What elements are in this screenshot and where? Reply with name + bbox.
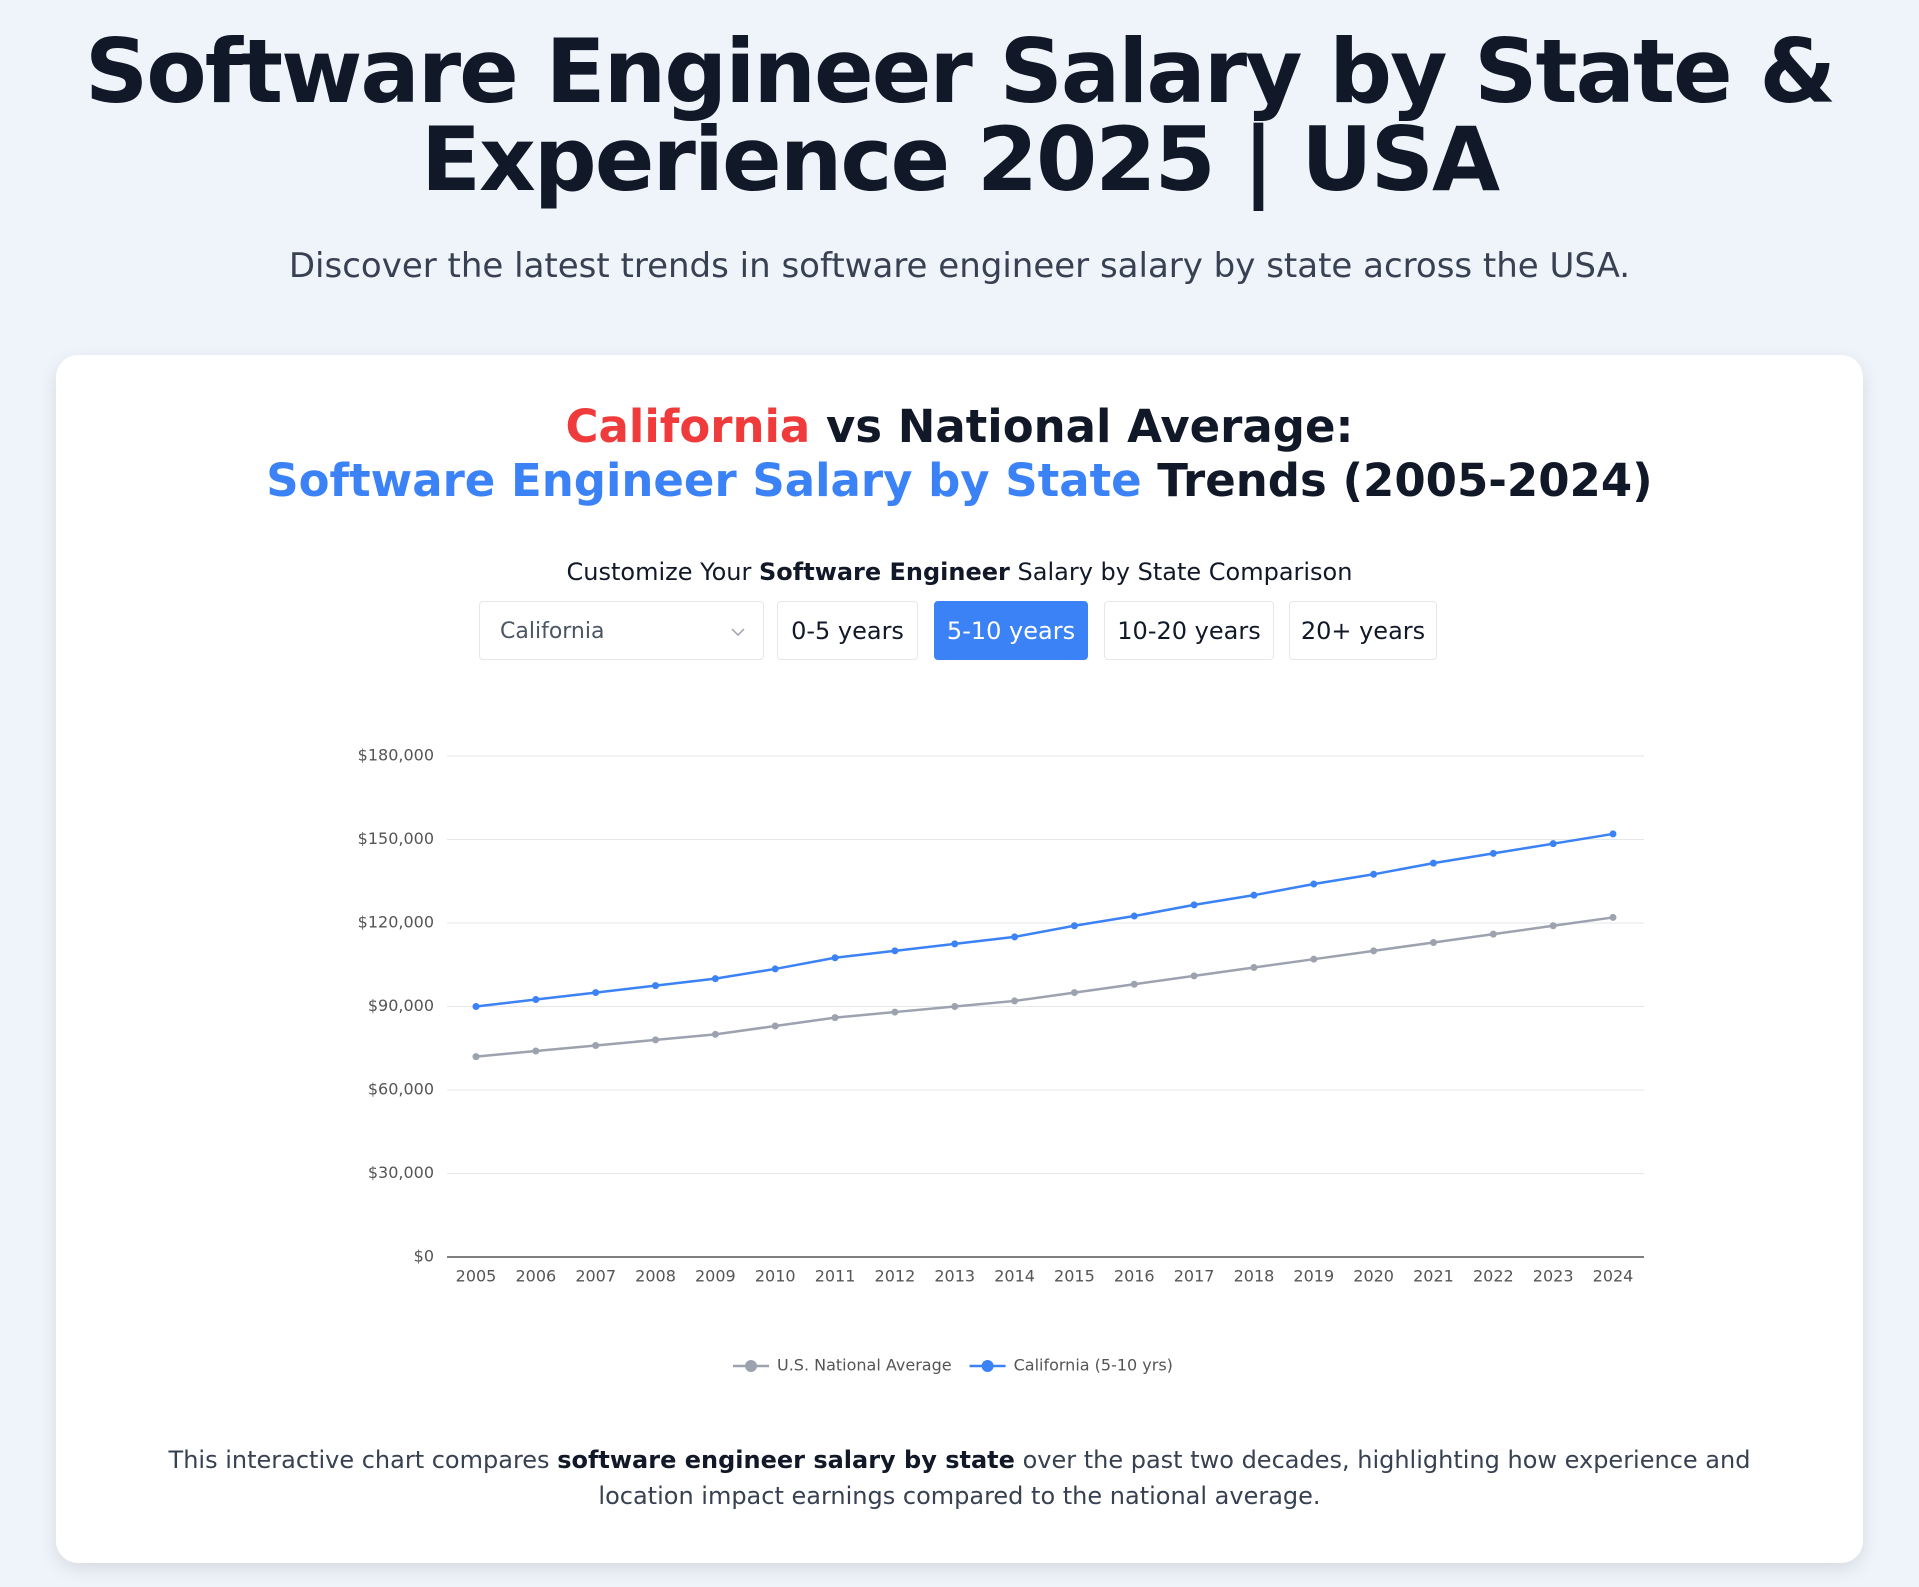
label-text: Customize Your (566, 558, 759, 586)
controls-label: Customize Your Software Engineer Salary … (0, 558, 1919, 586)
heading-text: Trends (2005-2024) (1141, 454, 1653, 507)
chevron (731, 628, 745, 637)
heading-keyword: Software Engineer Salary by State (266, 454, 1142, 507)
subtitle: Discover the latest trends in software e… (288, 246, 1631, 286)
experience-button[interactable]: 5-10 years (934, 601, 1088, 660)
card-heading: California vs National Average: (0, 400, 1919, 453)
select-value: California (500, 619, 605, 644)
label-text: Salary by State Comparison (1009, 558, 1353, 586)
card (56, 355, 1863, 1563)
chart-description: This interactive chart compares software… (120, 1442, 1799, 1514)
experience-button[interactable]: 10-20 years (1104, 601, 1274, 660)
page-title: Software Engineer Salary by State & Expe… (84, 20, 1836, 211)
heading-text: vs National Average: (810, 400, 1354, 453)
state-select[interactable]: California (479, 601, 764, 660)
experience-button[interactable]: 20+ years (1289, 601, 1437, 660)
card-heading: Software Engineer Salary by State Trends… (0, 454, 1919, 507)
desc-bold: software engineer salary by state (557, 1446, 1015, 1474)
label-bold: Software Engineer (759, 558, 1010, 586)
desc-text: This interactive chart compares (168, 1446, 558, 1474)
experience-button[interactable]: 0-5 years (777, 601, 918, 660)
heading-state: California (565, 400, 811, 453)
desc-text: over the past two decades, highlighting … (598, 1446, 1759, 1510)
